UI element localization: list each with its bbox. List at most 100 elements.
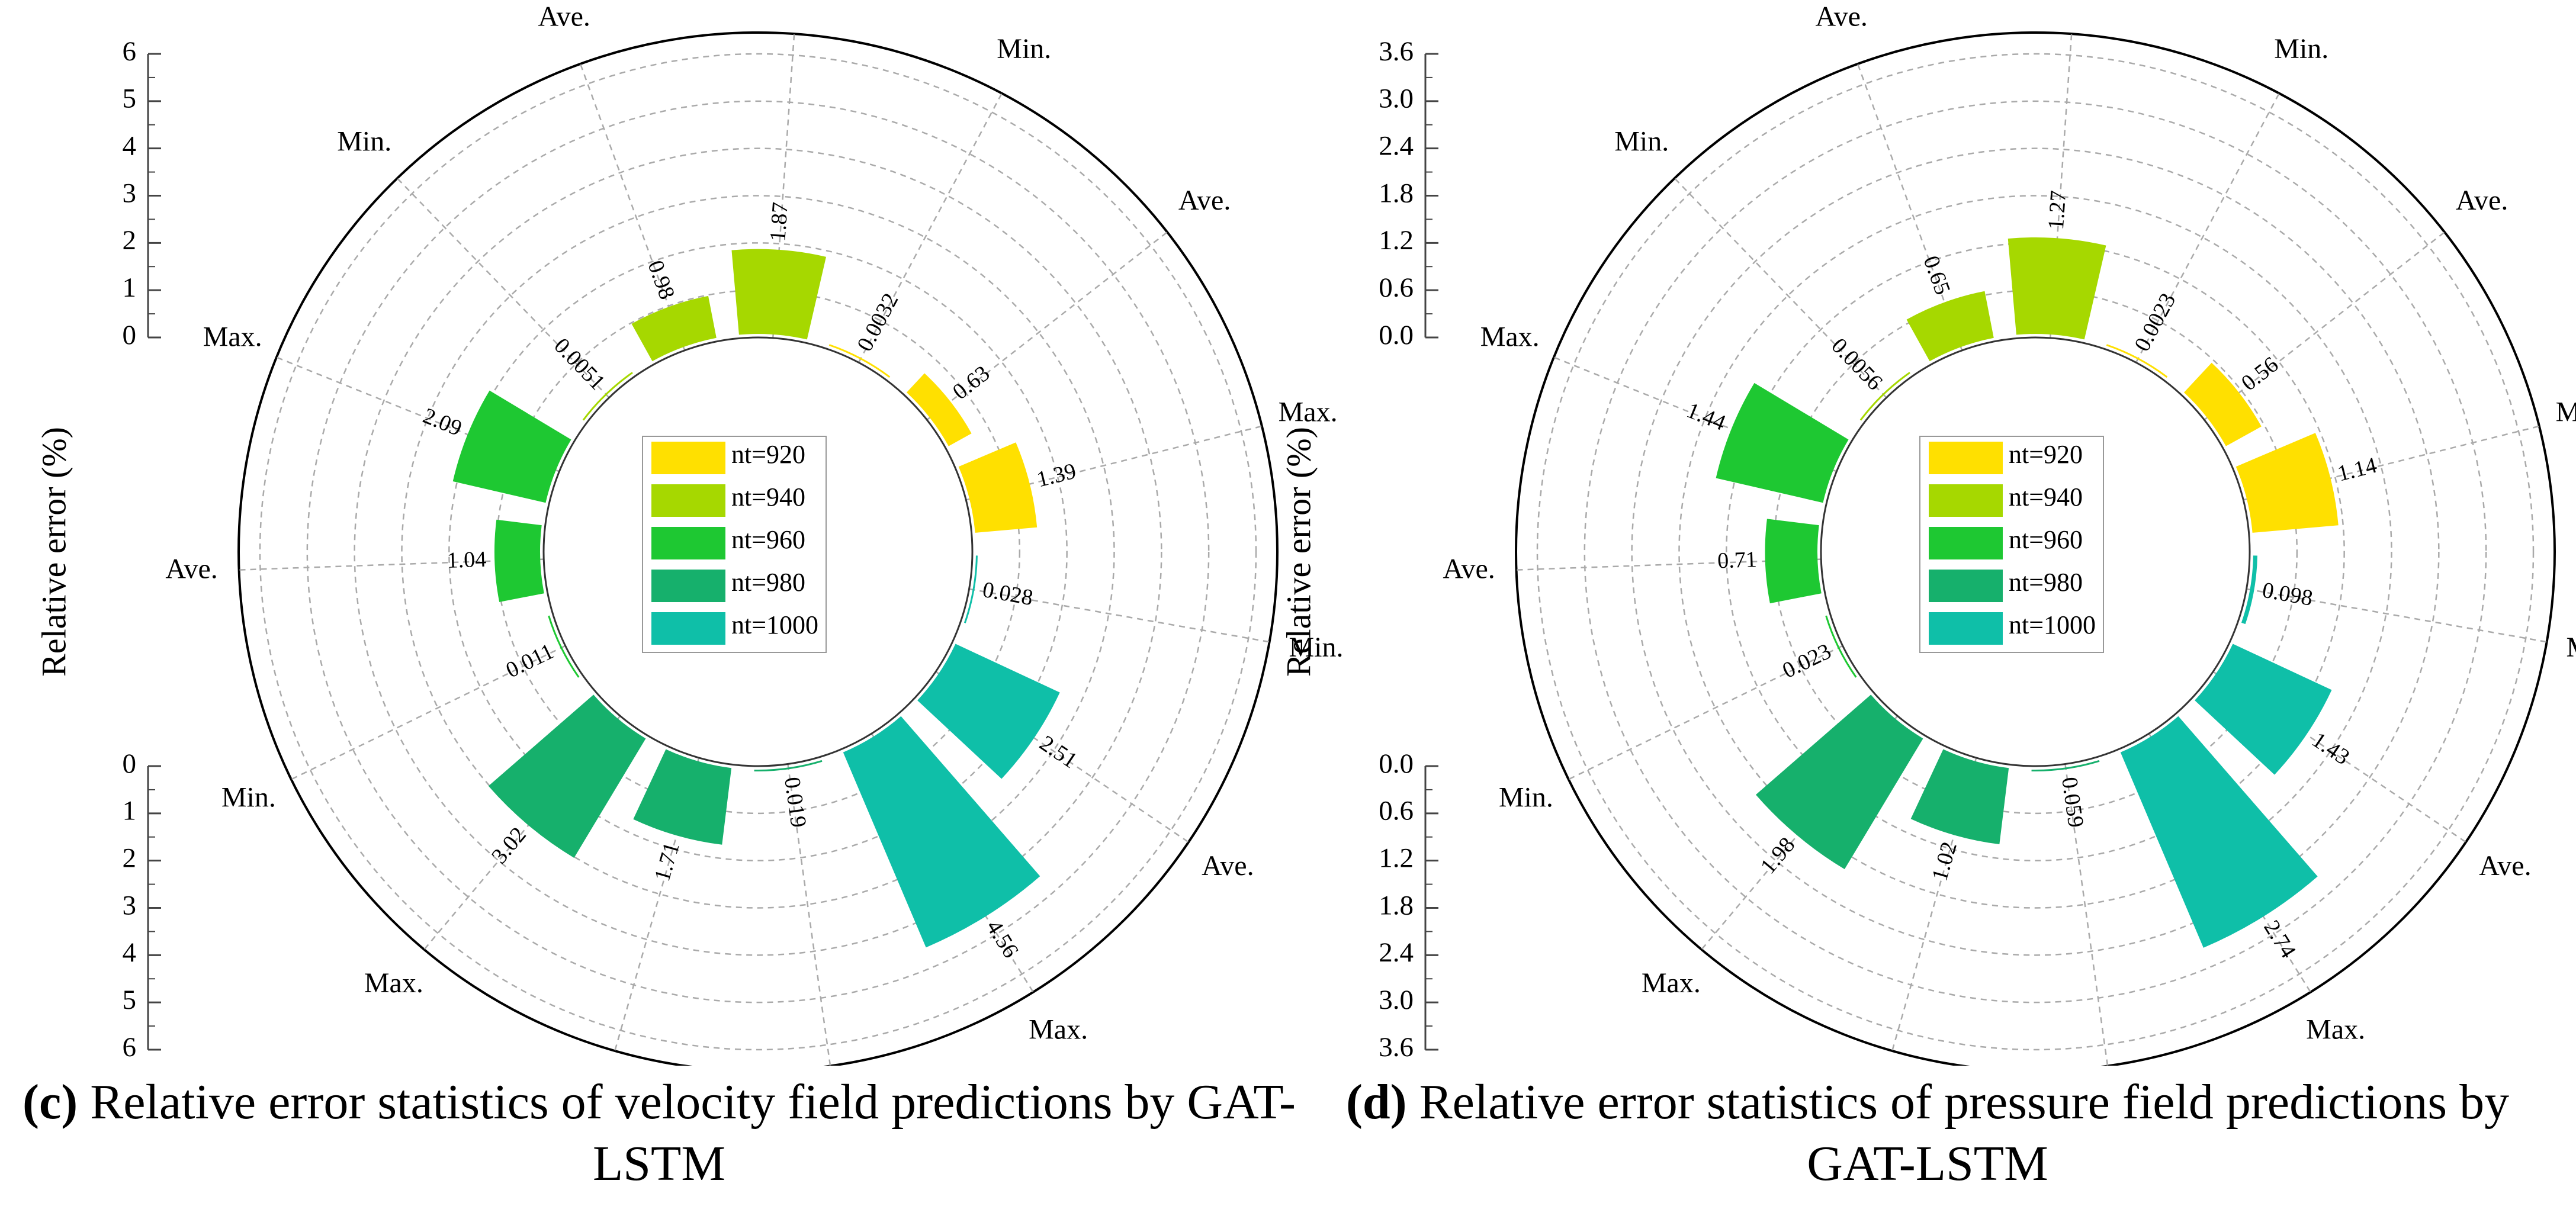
data-label: 4.56 [981, 916, 1023, 963]
y-tick-label: 3 [123, 178, 137, 208]
spoke [396, 178, 610, 398]
data-label: 3.02 [487, 822, 531, 869]
y-tick-label: 3.6 [1379, 1032, 1414, 1063]
bar [917, 644, 1060, 779]
y-tick-label: 5 [123, 985, 137, 1015]
legend-label: nt=960 [731, 525, 805, 554]
bar [2008, 237, 2106, 340]
bar [754, 760, 823, 771]
data-label: 2.74 [2259, 916, 2301, 963]
bar [548, 615, 580, 678]
y-tick-label: 4 [123, 937, 137, 968]
legend-label: nt=980 [731, 568, 805, 597]
grid-circle [354, 147, 1162, 956]
category-label: Max. [1029, 1014, 1088, 1046]
y-tick-label: 1 [123, 272, 137, 303]
spoke [1856, 63, 1963, 351]
legend-label: nt=1000 [2009, 610, 2096, 639]
bar [1906, 291, 1994, 362]
data-label: 1.14 [2335, 453, 2379, 487]
bar [488, 694, 646, 858]
category-label: Max. [1642, 967, 1701, 999]
legend-swatch [651, 442, 725, 474]
category-label: Ave. [1202, 850, 1254, 882]
grid-circle [306, 100, 1210, 1003]
legend-swatch [1929, 484, 2003, 517]
spoke [1553, 356, 1837, 472]
category-label: Max. [2556, 396, 2576, 427]
spoke [969, 588, 1270, 643]
y-tick-label: 4 [123, 130, 137, 161]
y-tick-label: 1 [123, 796, 137, 826]
spoke [926, 231, 1168, 421]
caption-d: (d) Relative error statistics of pressur… [1291, 1072, 2564, 1195]
y-tick-label: 3.0 [1379, 985, 1414, 1015]
category-label: Ave. [1178, 185, 1231, 216]
outer-ring [237, 31, 1279, 1066]
data-label: 0.0023 [2129, 289, 2180, 355]
inner-ring [542, 336, 974, 767]
spoke [772, 34, 795, 338]
caption-c: (c) Relative error statistics of velocit… [23, 1072, 1296, 1195]
y-tick-label: 2.4 [1379, 937, 1414, 968]
category-label: Ave. [1443, 553, 1495, 584]
legend-label: nt=1000 [731, 610, 818, 639]
legend-label: nt=940 [731, 483, 805, 512]
spoke [2246, 588, 2547, 643]
y-tick-label: 1.8 [1379, 178, 1414, 208]
legend-label: nt=920 [731, 440, 805, 469]
bar [2235, 433, 2339, 533]
bar [828, 344, 891, 378]
grid-circle [1631, 147, 2440, 956]
bar [452, 390, 571, 503]
bar [2106, 344, 2168, 378]
legend: nt=920 nt=940 nt=960 nt=980 nt=1000 [1919, 436, 2104, 653]
spoke [2204, 231, 2445, 421]
legend-label: nt=940 [2009, 483, 2083, 512]
y-tick-label: 1.2 [1379, 225, 1414, 256]
category-label: Ave. [165, 553, 217, 584]
bar [494, 519, 544, 602]
spoke [423, 715, 621, 950]
y-tick-label: 6 [123, 1032, 137, 1063]
y-tick-label: 1.8 [1379, 890, 1414, 921]
data-label: 1.43 [2308, 728, 2355, 770]
bar [2120, 716, 2318, 948]
data-label: 1.71 [650, 840, 685, 885]
outer-ring [1515, 31, 2556, 1066]
y-tick-label: 0.6 [1379, 796, 1414, 826]
spoke [2243, 425, 2540, 501]
bar [582, 372, 633, 421]
y-axis-title: Relative error (%) [34, 427, 73, 677]
spoke [2135, 93, 2280, 363]
category-label: Min. [2566, 632, 2576, 663]
category-label: Ave. [2479, 850, 2531, 882]
category-label: Ave. [2456, 185, 2508, 216]
spoke [787, 764, 831, 1066]
caption-label: (c) [23, 1075, 78, 1130]
spoke [935, 671, 1189, 843]
category-label: Min. [997, 33, 1051, 65]
y-tick-label: 5 [123, 83, 137, 114]
y-tick-label: 2 [123, 225, 137, 256]
legend-swatch [1929, 442, 2003, 474]
spoke [2064, 764, 2109, 1066]
grid-circle [401, 195, 1115, 909]
y-tick-label: 0 [123, 320, 137, 350]
bar [1825, 615, 1857, 678]
category-label: Max. [2306, 1014, 2365, 1046]
category-label: Max. [364, 967, 423, 999]
charts: Max. Min. Ave. Max. Min. Ave. Max. Min. Ave. Max.… [34, 1, 2576, 1066]
bar [2241, 555, 2257, 625]
category-label: Min. [1614, 126, 1669, 157]
legend: nt=920 nt=940 nt=960 nt=980 nt=1000 [642, 436, 827, 653]
y-tick-label: 3.6 [1379, 36, 1414, 67]
data-label: 0.0051 [549, 333, 610, 395]
bar [2195, 644, 2332, 775]
grid-circle [1583, 100, 2487, 1003]
data-label: 0.028 [981, 577, 1035, 610]
category-label: Min. [1499, 782, 1553, 813]
y-tick-label: 3 [123, 890, 137, 921]
bar [963, 555, 978, 623]
